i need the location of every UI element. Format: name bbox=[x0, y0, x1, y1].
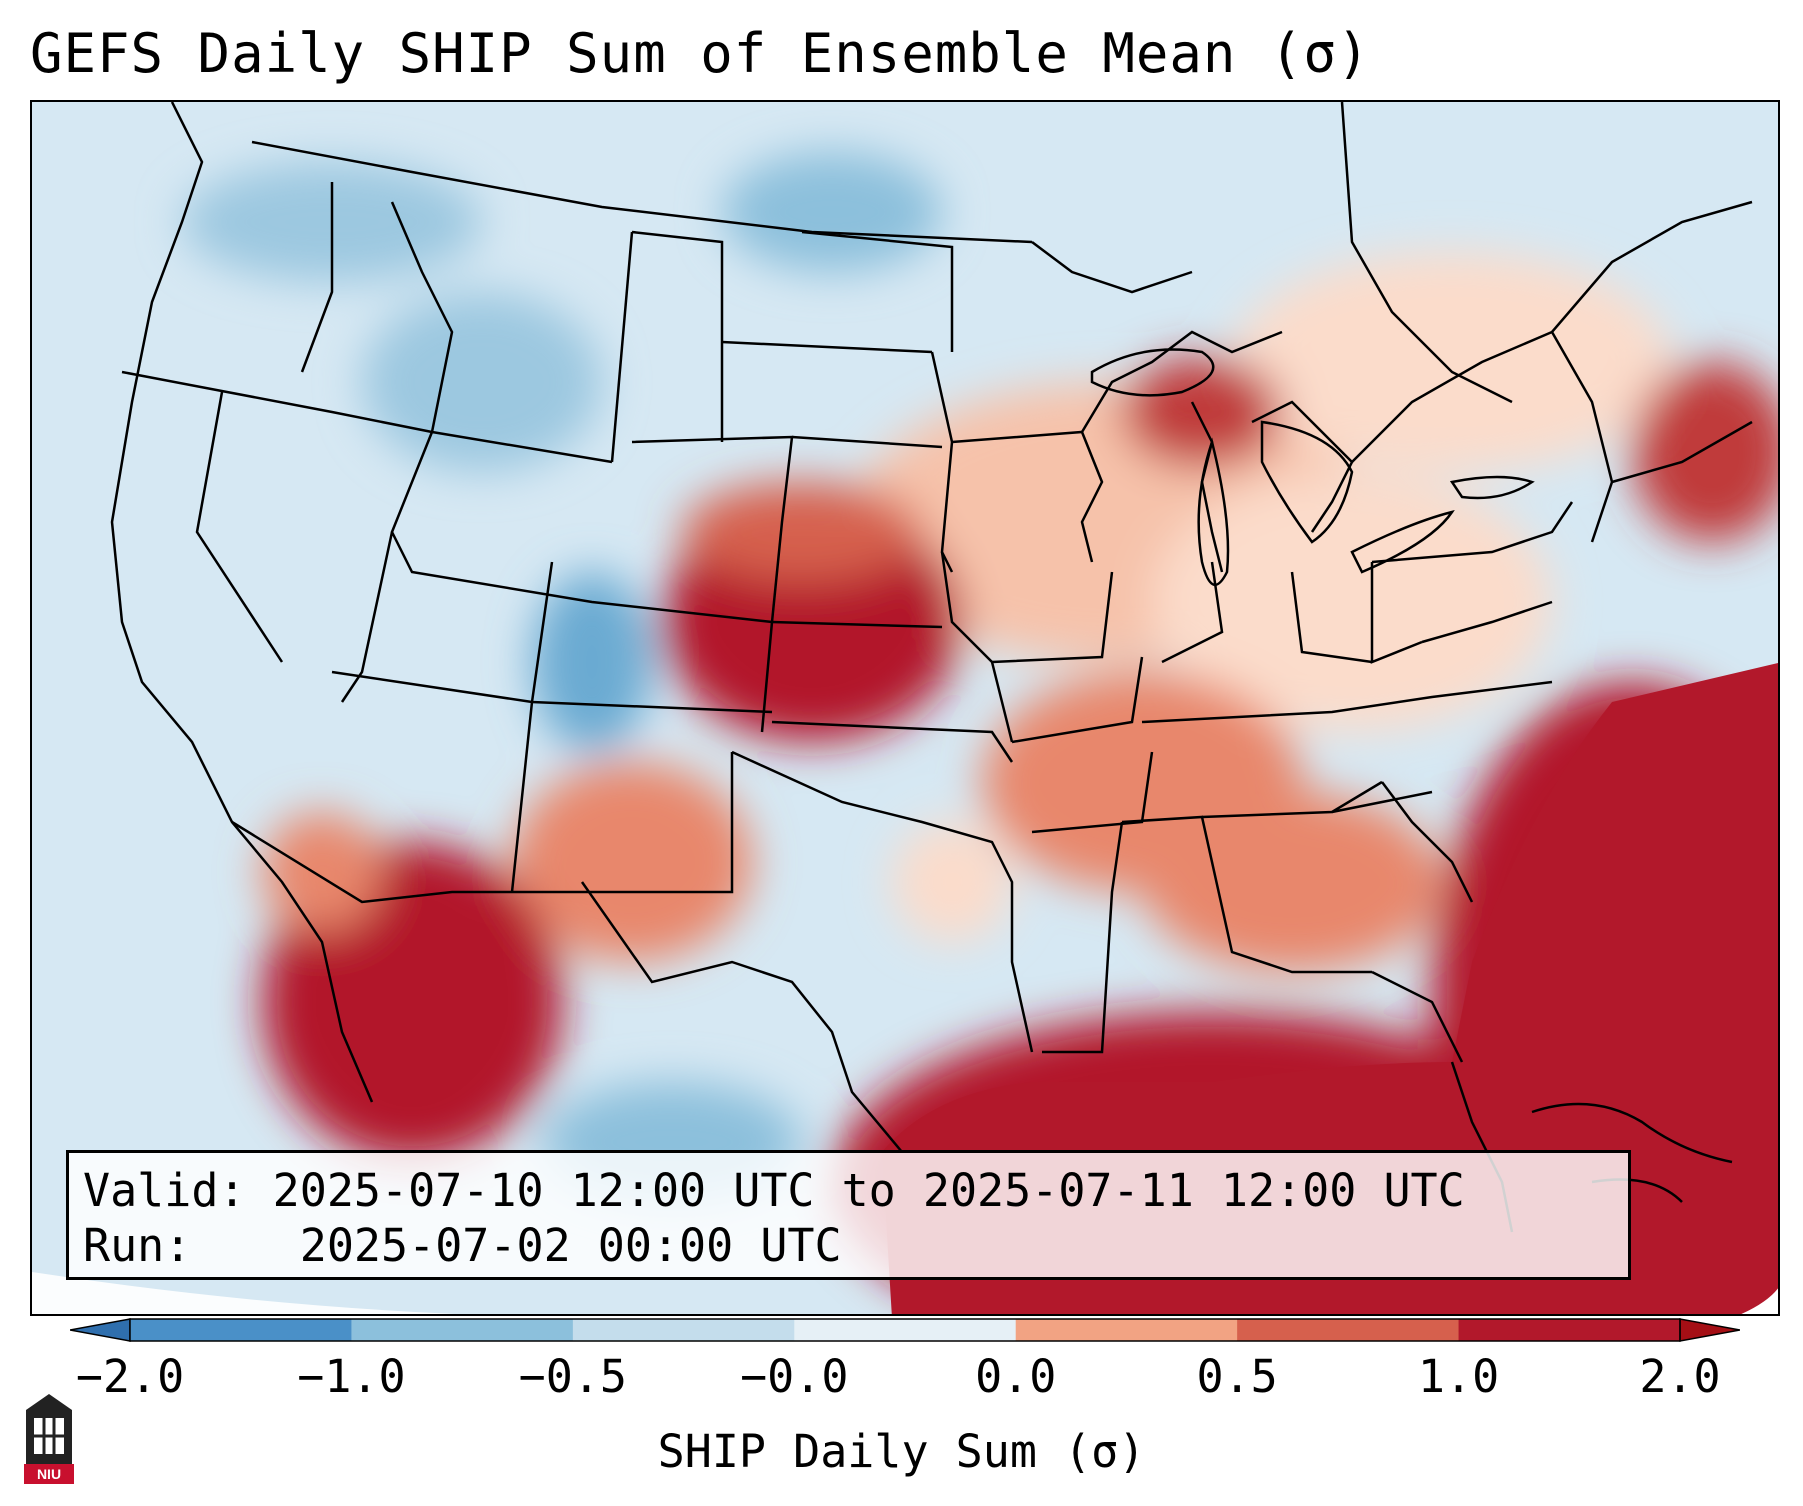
colorbar-bin bbox=[351, 1319, 574, 1341]
colorbar-bin bbox=[1237, 1319, 1460, 1341]
run-label: Run: bbox=[83, 1219, 192, 1272]
colorbar-tick-label: −1.0 bbox=[297, 1350, 406, 1403]
colorbar-extend-low bbox=[70, 1318, 131, 1342]
colorbar-tick-label: 2.0 bbox=[1639, 1350, 1721, 1403]
great-lakes bbox=[1090, 348, 1535, 586]
run-row: Run: 2025-07-02 00:00 UTC bbox=[83, 1218, 1628, 1273]
run-value: 2025-07-02 00:00 UTC bbox=[299, 1219, 842, 1272]
logo-text: NIU bbox=[37, 1466, 61, 1482]
colorbar-tick-label: 0.5 bbox=[1196, 1350, 1278, 1403]
colorbar-ticks: −2.0 −1.0 −0.5 −0.0 0.0 0.5 1.0 2.0 bbox=[0, 1350, 1803, 1410]
colorbar-tick-label: 1.0 bbox=[1417, 1350, 1500, 1403]
anomaly-field bbox=[32, 102, 1778, 1314]
valid-row: Valid: 2025-07-10 12:00 UTC to 2025-07-1… bbox=[83, 1163, 1628, 1218]
valid-value: 2025-07-10 12:00 UTC to 2025-07-11 12:00… bbox=[272, 1164, 1465, 1217]
valid-run-info-box: Valid: 2025-07-10 12:00 UTC to 2025-07-1… bbox=[66, 1150, 1631, 1280]
colorbar-bin bbox=[1015, 1319, 1238, 1341]
colorbar-extend-high bbox=[1679, 1318, 1740, 1342]
map-panel bbox=[30, 100, 1780, 1316]
map-title: GEFS Daily SHIP Sum of Ensemble Mean (σ) bbox=[30, 22, 1371, 85]
colorbar-tick-label: 0.0 bbox=[975, 1350, 1057, 1403]
colorbar-bin bbox=[794, 1319, 1017, 1341]
state-boundaries bbox=[110, 102, 1753, 1233]
niu-logo: NIU bbox=[24, 1394, 74, 1484]
colorbar-tick-label: −0.5 bbox=[518, 1350, 628, 1403]
colorbar-tick-label: −2.0 bbox=[75, 1350, 185, 1403]
colorbar-bin bbox=[1458, 1319, 1681, 1341]
colorbar-label: SHIP Daily Sum (σ) bbox=[657, 1425, 1146, 1478]
valid-label: Valid: bbox=[83, 1164, 246, 1217]
colorbar-bin bbox=[572, 1319, 795, 1341]
colorbar-tick-label: −0.0 bbox=[740, 1350, 849, 1403]
colorbar-bin bbox=[130, 1319, 352, 1341]
colorbar bbox=[70, 1318, 1740, 1342]
